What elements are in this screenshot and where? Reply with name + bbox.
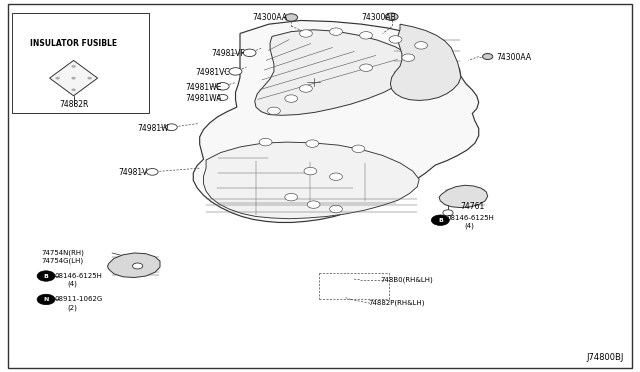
Circle shape (285, 14, 298, 21)
Circle shape (72, 89, 76, 91)
Polygon shape (193, 20, 479, 222)
Circle shape (243, 49, 256, 57)
Text: 08911-1062G: 08911-1062G (54, 296, 102, 302)
Text: 74300AB: 74300AB (362, 13, 396, 22)
Circle shape (56, 77, 60, 79)
Text: 74300AA: 74300AA (496, 53, 531, 62)
Text: 748B0(RH&LH): 748B0(RH&LH) (381, 276, 433, 283)
Text: INSULATOR FUSIBLE: INSULATOR FUSIBLE (30, 39, 117, 48)
Text: 74981VF: 74981VF (211, 49, 245, 58)
Polygon shape (108, 253, 160, 278)
Text: B: B (44, 273, 49, 279)
Text: 08146-6125H: 08146-6125H (446, 215, 494, 221)
Circle shape (352, 145, 365, 153)
Circle shape (72, 65, 76, 67)
Text: 74981VC: 74981VC (195, 68, 230, 77)
Polygon shape (204, 142, 419, 219)
Circle shape (147, 169, 158, 175)
Text: 74754N(RH): 74754N(RH) (42, 250, 84, 256)
Circle shape (166, 124, 177, 131)
Circle shape (330, 28, 342, 35)
Polygon shape (439, 185, 488, 208)
Circle shape (229, 68, 242, 75)
Text: 74981WE: 74981WE (186, 83, 222, 92)
Text: 74981V: 74981V (118, 169, 148, 177)
Text: 74300AA: 74300AA (253, 13, 288, 22)
Circle shape (415, 42, 428, 49)
Circle shape (300, 30, 312, 37)
Circle shape (132, 263, 143, 269)
Circle shape (330, 173, 342, 180)
Text: J74800BJ: J74800BJ (587, 353, 624, 362)
Circle shape (330, 205, 342, 213)
Text: 08146-6125H: 08146-6125H (54, 273, 102, 279)
Text: N: N (44, 297, 49, 302)
Text: 74882P(RH&LH): 74882P(RH&LH) (368, 300, 424, 307)
Circle shape (483, 54, 493, 60)
Text: 74754G(LH): 74754G(LH) (42, 258, 84, 264)
Circle shape (389, 36, 402, 43)
Circle shape (216, 83, 229, 90)
Text: (4): (4) (67, 280, 77, 287)
Polygon shape (50, 61, 97, 96)
Circle shape (304, 167, 317, 175)
Text: 74882R: 74882R (59, 100, 88, 109)
Circle shape (306, 140, 319, 147)
Text: (4): (4) (464, 222, 474, 229)
Circle shape (259, 138, 272, 146)
Text: 74981WA: 74981WA (186, 94, 222, 103)
Circle shape (88, 77, 92, 79)
Text: 74981W: 74981W (138, 124, 169, 133)
Circle shape (72, 77, 76, 79)
Polygon shape (390, 24, 461, 100)
Circle shape (402, 54, 415, 61)
Circle shape (300, 85, 312, 92)
Circle shape (443, 210, 453, 216)
Circle shape (37, 294, 55, 305)
Text: 74761: 74761 (461, 202, 485, 211)
Circle shape (385, 13, 398, 20)
Text: B: B (438, 218, 443, 223)
Circle shape (37, 271, 55, 281)
Circle shape (285, 95, 298, 102)
Circle shape (360, 32, 372, 39)
Circle shape (307, 201, 320, 208)
Circle shape (360, 64, 372, 71)
Circle shape (268, 107, 280, 115)
Bar (12, 13, 149, 113)
Text: (2): (2) (67, 304, 77, 311)
Circle shape (218, 94, 228, 100)
Circle shape (285, 193, 298, 201)
Polygon shape (255, 30, 415, 115)
Circle shape (431, 215, 449, 225)
